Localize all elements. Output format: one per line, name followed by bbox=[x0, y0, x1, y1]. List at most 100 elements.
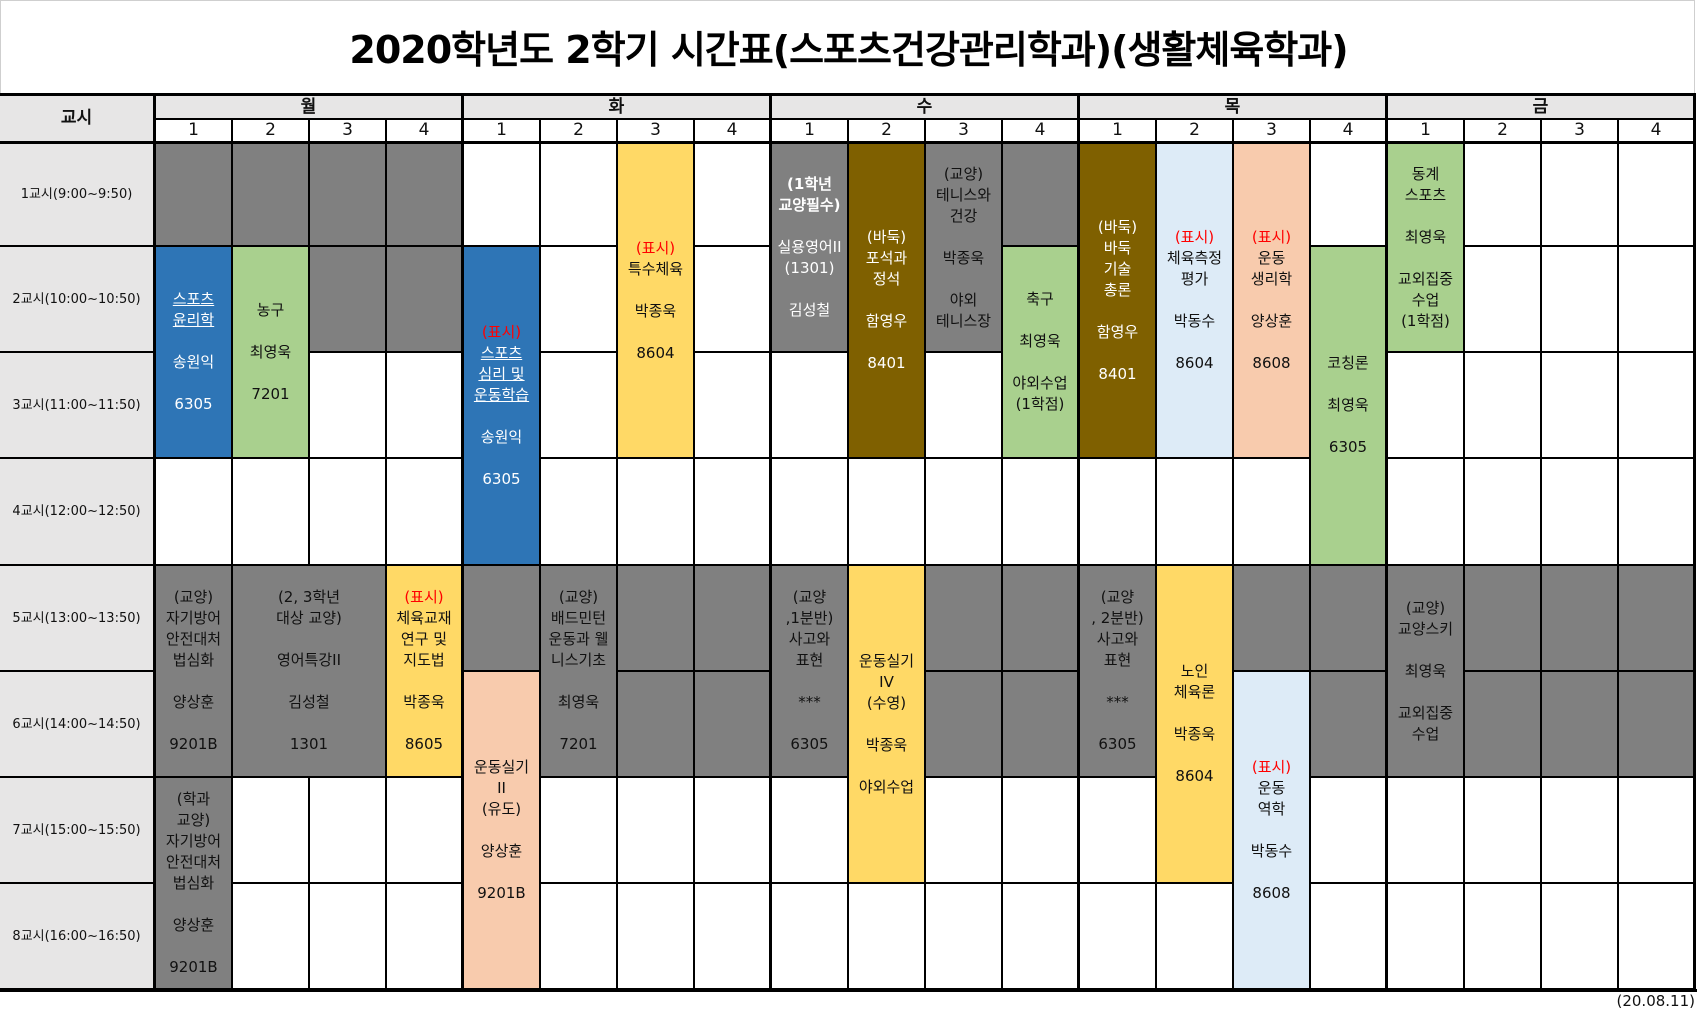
empty-slot[interactable] bbox=[310, 353, 387, 459]
empty-slot[interactable] bbox=[1080, 778, 1157, 884]
empty-slot[interactable] bbox=[233, 459, 310, 566]
course-block[interactable]: (교양) 테니스와 건강 박종욱 야외 테니스장 bbox=[926, 141, 1003, 353]
empty-slot[interactable] bbox=[1542, 459, 1619, 566]
empty-slot[interactable] bbox=[926, 884, 1003, 990]
slot-header: 1 bbox=[1388, 120, 1465, 143]
empty-slot[interactable] bbox=[1003, 459, 1080, 566]
empty-slot[interactable] bbox=[1542, 778, 1619, 884]
empty-slot[interactable] bbox=[1157, 884, 1234, 990]
empty-slot[interactable] bbox=[541, 459, 618, 566]
empty-slot[interactable] bbox=[1388, 353, 1465, 459]
course-block[interactable]: (표시) 특수체육 박종욱 8604 bbox=[618, 141, 695, 459]
empty-slot[interactable] bbox=[156, 459, 233, 566]
course-block[interactable]: 스포츠 윤리학 송원익 6305 bbox=[156, 247, 233, 459]
empty-slot[interactable] bbox=[1157, 459, 1234, 566]
course-block[interactable]: (표시) 체육교재 연구 및 지도법 박종욱 8605 bbox=[387, 566, 464, 778]
empty-slot[interactable] bbox=[310, 778, 387, 884]
empty-slot[interactable] bbox=[1619, 247, 1696, 353]
empty-slot[interactable] bbox=[541, 884, 618, 990]
empty-slot[interactable] bbox=[1080, 884, 1157, 990]
empty-slot[interactable] bbox=[695, 353, 772, 459]
empty-slot[interactable] bbox=[695, 778, 772, 884]
course-block[interactable]: (교양) 자기방어 안전대처 법심화 양상훈 9201B bbox=[156, 566, 233, 778]
empty-slot[interactable] bbox=[1465, 353, 1542, 459]
course-block[interactable]: (표시) 운동 역학 박동수 8608 bbox=[1234, 672, 1311, 990]
course-block[interactable]: 운동실기 IV (수영) 박종욱 야외수업 bbox=[849, 566, 926, 884]
empty-slot[interactable] bbox=[310, 459, 387, 566]
empty-slot[interactable] bbox=[926, 353, 1003, 459]
empty-slot[interactable] bbox=[695, 459, 772, 566]
course-block[interactable]: 동계 스포츠 최영욱 교외집중 수업 (1학점) bbox=[1388, 141, 1465, 353]
empty-slot[interactable] bbox=[618, 778, 695, 884]
empty-slot[interactable] bbox=[772, 353, 849, 459]
course-block[interactable]: (표시) 스포츠 심리 및 운동학습 송원익 6305 bbox=[464, 247, 541, 566]
empty-slot[interactable] bbox=[1003, 884, 1080, 990]
course-block[interactable]: (표시) 체육측정 평가 박동수 8604 bbox=[1157, 141, 1234, 459]
empty-slot[interactable] bbox=[772, 459, 849, 566]
empty-slot[interactable] bbox=[464, 141, 541, 247]
empty-slot[interactable] bbox=[849, 459, 926, 566]
empty-slot[interactable] bbox=[618, 884, 695, 990]
empty-slot[interactable] bbox=[1388, 778, 1465, 884]
empty-slot[interactable] bbox=[1080, 459, 1157, 566]
empty-slot[interactable] bbox=[1311, 778, 1388, 884]
empty-slot[interactable] bbox=[541, 353, 618, 459]
empty-slot[interactable] bbox=[1542, 884, 1619, 990]
empty-slot[interactable] bbox=[1465, 459, 1542, 566]
course-block[interactable]: 농구 최영욱 7201 bbox=[233, 247, 310, 459]
course-block[interactable]: (학과 교양) 자기방어 안전대처 법심화 양상훈 9201B bbox=[156, 778, 233, 990]
course-block[interactable]: (1학년 교양필수) 실용영어II (1301) 김성철 bbox=[772, 141, 849, 353]
course-block[interactable]: (교양) 배드민턴 운동과 웰 니스기초 최영욱 7201 bbox=[541, 566, 618, 778]
course-block[interactable]: (교양) 교양스키 최영욱 교외집중 수업 bbox=[1388, 566, 1465, 778]
empty-slot[interactable] bbox=[541, 247, 618, 353]
course-block[interactable]: (바둑) 포석과 정석 함영우 8401 bbox=[849, 141, 926, 459]
course-block[interactable]: 운동실기 II (유도) 양상훈 9201B bbox=[464, 672, 541, 990]
empty-slot[interactable] bbox=[926, 778, 1003, 884]
empty-slot[interactable] bbox=[1619, 353, 1696, 459]
course-block[interactable]: (바둑) 바둑 기술 총론 함영우 8401 bbox=[1080, 141, 1157, 459]
day-header-label: 금 bbox=[1532, 96, 1549, 117]
course-block[interactable]: (교양 ,1분반) 사고와 표현 *** 6305 bbox=[772, 566, 849, 778]
course-block[interactable]: (교양 , 2분반) 사고와 표현 *** 6305 bbox=[1080, 566, 1157, 778]
empty-slot[interactable] bbox=[387, 778, 464, 884]
course-name: (바둑) 포석과 정석 bbox=[865, 228, 908, 288]
empty-slot[interactable] bbox=[695, 247, 772, 353]
empty-slot[interactable] bbox=[541, 141, 618, 247]
empty-slot[interactable] bbox=[1465, 778, 1542, 884]
course-block[interactable]: (2, 3학년 대상 교양) 영어특강II 김성철 1301 bbox=[233, 566, 387, 778]
empty-slot[interactable] bbox=[772, 884, 849, 990]
course-block[interactable]: 노인 체육론 박종욱 8604 bbox=[1157, 566, 1234, 884]
empty-slot[interactable] bbox=[387, 353, 464, 459]
empty-slot[interactable] bbox=[1465, 141, 1542, 247]
empty-slot[interactable] bbox=[1465, 884, 1542, 990]
course-block[interactable]: 코칭론 최영욱 6305 bbox=[1311, 247, 1388, 566]
empty-slot[interactable] bbox=[1388, 884, 1465, 990]
empty-slot[interactable] bbox=[233, 778, 310, 884]
empty-slot[interactable] bbox=[1619, 459, 1696, 566]
empty-slot[interactable] bbox=[1542, 141, 1619, 247]
empty-slot[interactable] bbox=[1619, 778, 1696, 884]
empty-slot[interactable] bbox=[1542, 247, 1619, 353]
empty-slot[interactable] bbox=[387, 459, 464, 566]
empty-slot[interactable] bbox=[387, 884, 464, 990]
empty-slot[interactable] bbox=[1311, 141, 1388, 247]
empty-slot[interactable] bbox=[618, 459, 695, 566]
empty-slot[interactable] bbox=[695, 884, 772, 990]
course-block[interactable]: (표시) 운동 생리학 양상훈 8608 bbox=[1234, 141, 1311, 459]
empty-slot[interactable] bbox=[1542, 353, 1619, 459]
empty-slot[interactable] bbox=[541, 778, 618, 884]
empty-slot[interactable] bbox=[926, 459, 1003, 566]
empty-slot[interactable] bbox=[1003, 778, 1080, 884]
empty-slot[interactable] bbox=[1619, 141, 1696, 247]
empty-slot[interactable] bbox=[1234, 459, 1311, 566]
empty-slot[interactable] bbox=[1465, 247, 1542, 353]
empty-slot[interactable] bbox=[1311, 884, 1388, 990]
empty-slot[interactable] bbox=[310, 884, 387, 990]
empty-slot[interactable] bbox=[849, 884, 926, 990]
empty-slot[interactable] bbox=[772, 778, 849, 884]
course-block[interactable]: 축구 최영욱 야외수업 (1학점) bbox=[1003, 247, 1080, 459]
empty-slot[interactable] bbox=[1619, 884, 1696, 990]
empty-slot[interactable] bbox=[695, 141, 772, 247]
empty-slot[interactable] bbox=[1388, 459, 1465, 566]
empty-slot[interactable] bbox=[233, 884, 310, 990]
